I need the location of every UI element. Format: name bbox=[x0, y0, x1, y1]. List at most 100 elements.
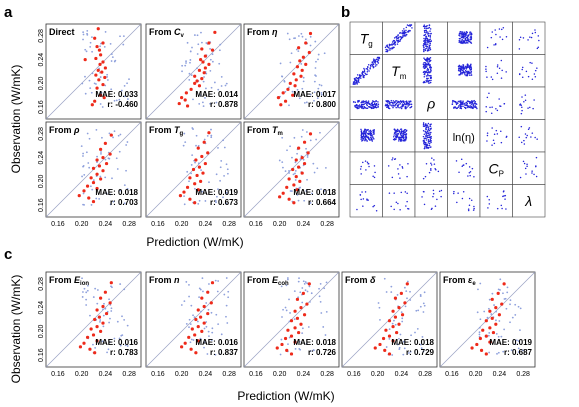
matrix-point bbox=[388, 45, 391, 47]
simulated-point bbox=[293, 290, 296, 292]
y-axis-label-c: Observation (W/mK) bbox=[9, 275, 23, 384]
matrix-point bbox=[406, 175, 408, 178]
matrix-point bbox=[455, 102, 457, 104]
matrix-cell bbox=[512, 151, 546, 185]
simulated-point bbox=[202, 80, 205, 83]
simulated-point bbox=[90, 91, 93, 94]
matrix-cell bbox=[349, 54, 383, 88]
simulated-point bbox=[110, 88, 113, 91]
matrix-point bbox=[523, 139, 525, 142]
observed-point bbox=[95, 186, 99, 191]
matrix-point bbox=[428, 136, 431, 138]
simulated-point bbox=[377, 302, 380, 304]
matrix-point bbox=[505, 71, 507, 73]
identity-line bbox=[243, 23, 340, 120]
observed-point bbox=[293, 326, 297, 330]
matrix-point bbox=[426, 130, 429, 133]
matrix-point bbox=[362, 107, 365, 109]
matrix-point bbox=[465, 101, 468, 104]
simulated-point bbox=[193, 316, 196, 319]
matrix-point bbox=[474, 101, 477, 103]
simulated-point bbox=[298, 277, 300, 280]
simulated-point bbox=[91, 50, 93, 53]
simulated-point bbox=[93, 82, 96, 85]
simulated-point bbox=[220, 75, 223, 78]
simulated-point bbox=[183, 203, 186, 206]
simulated-point bbox=[198, 102, 201, 105]
simulated-point bbox=[193, 34, 196, 36]
matrix-cell bbox=[349, 151, 383, 185]
simulated-point bbox=[203, 346, 205, 349]
simulated-point bbox=[225, 163, 228, 166]
simulated-point bbox=[285, 309, 288, 312]
simulated-point bbox=[210, 128, 212, 131]
matrix-point bbox=[522, 37, 525, 39]
matrix-point bbox=[392, 105, 395, 107]
matrix-point bbox=[390, 99, 393, 102]
matrix-point bbox=[372, 205, 374, 208]
subplot-title: Direct bbox=[49, 27, 75, 37]
matrix-point bbox=[361, 70, 364, 73]
simulated-point bbox=[325, 281, 328, 284]
matrix-cell bbox=[512, 21, 546, 55]
matrix-point bbox=[372, 100, 375, 103]
observed-point bbox=[283, 336, 288, 341]
matrix-point bbox=[368, 70, 370, 72]
simulated-point bbox=[106, 79, 109, 81]
matrix-point bbox=[467, 37, 469, 40]
matrix-point bbox=[452, 99, 454, 102]
panel-label-c: c bbox=[4, 246, 12, 263]
simulated-point bbox=[189, 323, 192, 326]
observed-point bbox=[470, 346, 474, 350]
matrix-point bbox=[470, 101, 472, 103]
observed-point bbox=[89, 176, 93, 180]
matrix-point bbox=[408, 24, 411, 26]
matrix-point bbox=[407, 31, 409, 33]
matrix-cell bbox=[479, 184, 513, 218]
matrix-point bbox=[423, 142, 425, 144]
matrix-point bbox=[458, 68, 460, 70]
simulated-point bbox=[95, 197, 98, 200]
matrix-point bbox=[503, 190, 505, 192]
observed-point bbox=[397, 322, 401, 326]
matrix-cell bbox=[349, 184, 383, 218]
simulated-point bbox=[126, 141, 129, 143]
matrix-point bbox=[429, 146, 432, 148]
observed-point bbox=[82, 189, 86, 193]
matrix-point bbox=[425, 79, 427, 82]
matrix-point bbox=[425, 27, 428, 30]
simulated-point bbox=[210, 134, 213, 137]
observed-point bbox=[196, 308, 200, 312]
observed-point bbox=[195, 173, 199, 178]
subplot-title: From δ bbox=[345, 275, 376, 285]
simulated-point bbox=[306, 282, 309, 285]
matrix-point bbox=[424, 48, 427, 50]
matrix-point bbox=[425, 127, 427, 129]
simulated-point bbox=[294, 37, 296, 40]
matrix-point bbox=[388, 192, 391, 194]
observed-point bbox=[94, 73, 98, 77]
simulated-point bbox=[503, 328, 506, 331]
matrix-point bbox=[370, 130, 372, 133]
matrix-point bbox=[495, 33, 497, 36]
x-tick-label: 0.24 bbox=[99, 221, 113, 228]
matrix-point bbox=[534, 136, 536, 139]
simulated-point bbox=[118, 150, 121, 153]
matrix-point bbox=[423, 125, 426, 127]
observed-point bbox=[299, 306, 303, 310]
simulated-point bbox=[112, 200, 115, 203]
matrix-point bbox=[369, 64, 372, 67]
simulated-point bbox=[110, 53, 113, 55]
matrix-point bbox=[387, 46, 389, 49]
observed-point bbox=[191, 167, 196, 172]
simulated-point bbox=[220, 333, 223, 336]
simulated-point bbox=[388, 328, 391, 330]
simulated-point bbox=[113, 99, 116, 102]
matrix-point bbox=[536, 138, 538, 140]
matrix-point bbox=[424, 62, 427, 64]
simulated-point bbox=[201, 101, 204, 104]
matrix-point bbox=[393, 102, 395, 104]
matrix-point bbox=[403, 129, 406, 131]
